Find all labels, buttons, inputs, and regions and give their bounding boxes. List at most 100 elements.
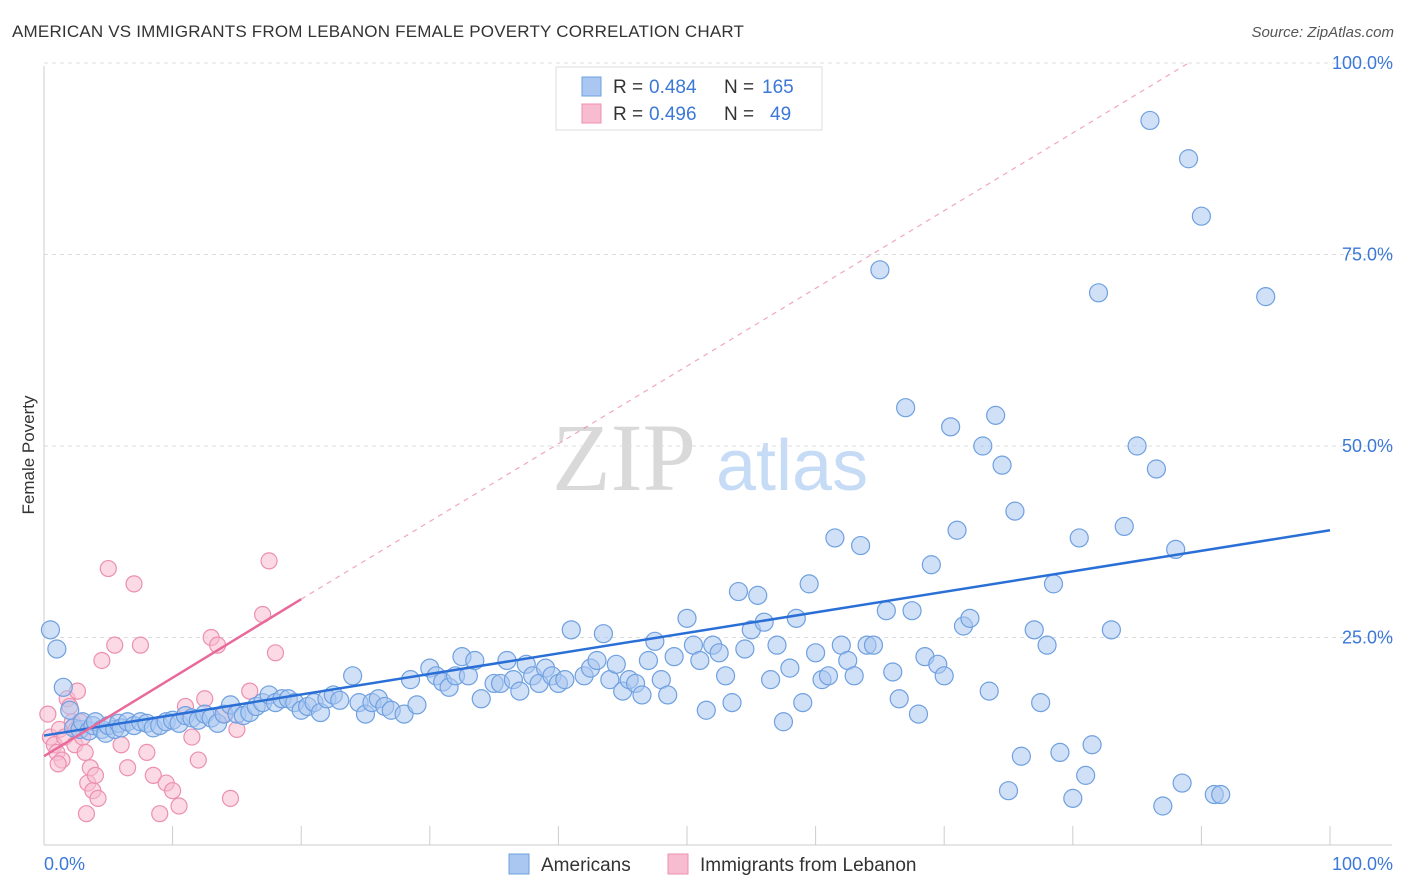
grid xyxy=(44,62,1392,638)
americans-point-80 xyxy=(555,670,575,690)
americans-point-0 xyxy=(40,620,61,640)
lebanon-point-26 xyxy=(131,636,150,654)
lebanon-point-40 xyxy=(221,789,240,807)
americans-point-146 xyxy=(998,781,1019,801)
legend-n-value-1: 165 xyxy=(762,77,794,98)
americans-point-73 xyxy=(510,681,530,701)
americans-point-68 xyxy=(471,689,491,709)
lebanon-point-34 xyxy=(183,728,201,746)
americans-point-110 xyxy=(760,670,781,690)
x-tick-label-1: 100.0% xyxy=(1332,854,1393,874)
watermark-atlas: atlas xyxy=(716,426,868,506)
americans-trendline xyxy=(43,529,1331,737)
americans-point-96 xyxy=(664,647,684,667)
legend-r-value-2: 0.496 xyxy=(649,104,697,125)
bottom-legend-americans: Americans xyxy=(541,855,631,876)
americans-point-103 xyxy=(715,666,736,686)
lebanon-point-28 xyxy=(144,766,162,784)
americans-point-152 xyxy=(1043,574,1064,594)
americans-point-151 xyxy=(1037,635,1057,655)
americans-point-114 xyxy=(786,608,806,628)
americans-point-117 xyxy=(805,643,826,663)
americans-point-2 xyxy=(53,677,73,697)
americans-point-50 xyxy=(343,666,363,686)
stats-legend: R = 0.484 N = 165 R = 0.496 N = 49 xyxy=(555,66,823,131)
americans-point-128 xyxy=(876,601,896,621)
legend-r-label-1: R = xyxy=(613,77,643,98)
americans-point-139 xyxy=(947,520,967,540)
lebanon-point-0 xyxy=(39,705,57,723)
trendlines xyxy=(43,62,1331,758)
americans-point-166 xyxy=(1172,773,1192,793)
americans-point-127 xyxy=(870,260,890,280)
legend-n-label-2: N = xyxy=(724,104,754,125)
bottom-legend-swatch-lebanon xyxy=(667,853,689,875)
legend-r-label-2: R = xyxy=(613,104,643,125)
americans-point-95 xyxy=(658,685,678,705)
americans-point-102 xyxy=(709,643,729,663)
americans-point-154 xyxy=(1063,788,1083,808)
lebanon-point-35 xyxy=(189,751,207,769)
americans-point-143 xyxy=(979,681,999,701)
lebanon-point-46 xyxy=(77,805,96,823)
americans-point-59 xyxy=(407,695,427,715)
americans-point-160 xyxy=(1114,516,1134,537)
americans-point-167 xyxy=(1178,149,1199,169)
y-tick-label-2: 75.0% xyxy=(1342,245,1393,265)
lebanon-point-48 xyxy=(49,755,67,773)
lebanon-point-42 xyxy=(241,682,259,700)
axes xyxy=(43,66,1392,846)
americans-point-156 xyxy=(1076,765,1096,785)
americans-point-149 xyxy=(1024,620,1044,640)
americans-point-158 xyxy=(1088,283,1109,303)
legend-n-label-1: N = xyxy=(724,77,754,98)
legend-n-value-2: 49 xyxy=(770,104,791,125)
americans-point-168 xyxy=(1191,206,1212,226)
chart-title: AMERICAN VS IMMIGRANTS FROM LEBANON FEMA… xyxy=(12,22,745,41)
americans-point-58 xyxy=(400,670,421,690)
lebanon-trendline xyxy=(43,598,302,758)
legend-swatch-americans xyxy=(581,76,602,97)
lebanon-point-21 xyxy=(99,559,117,578)
americans-point-164 xyxy=(1153,796,1173,816)
americans-point-97 xyxy=(677,608,697,628)
americans-point-162 xyxy=(1140,110,1160,131)
bottom-legend-lebanon: Immigrants from Lebanon xyxy=(700,855,917,876)
americans-point-99 xyxy=(690,650,710,671)
legend-swatch-lebanon xyxy=(581,103,602,124)
americans-point-111 xyxy=(767,635,787,655)
americans-point-92 xyxy=(638,650,659,671)
americans-point-142 xyxy=(973,436,993,456)
americans-point-87 xyxy=(606,654,626,674)
americans-point-138 xyxy=(941,417,961,437)
americans-point-133 xyxy=(908,704,929,724)
americans-point-120 xyxy=(825,528,845,548)
americans-point-123 xyxy=(844,666,864,686)
americans-point-131 xyxy=(896,398,916,418)
americans-point-115 xyxy=(793,693,813,713)
lebanon-point-31 xyxy=(164,782,182,800)
americans-point-170 xyxy=(1211,784,1231,805)
lebanon-point-24 xyxy=(118,759,137,777)
americans-point-147 xyxy=(1005,501,1025,521)
legend-r-value-1: 0.484 xyxy=(649,77,697,98)
lebanon-point-23 xyxy=(112,736,130,754)
americans-point-116 xyxy=(799,574,819,594)
americans-point-135 xyxy=(921,555,941,575)
lebanon-point-44 xyxy=(260,552,278,570)
lebanon-point-22 xyxy=(106,636,124,654)
americans-point-155 xyxy=(1069,528,1089,548)
lebanon-point-19 xyxy=(89,789,107,807)
source-label: Source: ZipAtlas.com xyxy=(1251,24,1394,41)
watermark-zip: ZIP xyxy=(552,404,696,511)
americans-point-145 xyxy=(992,455,1012,475)
y-tick-label-1: 50.0% xyxy=(1342,436,1393,456)
americans-point-93 xyxy=(645,631,665,651)
lebanon-point-14 xyxy=(76,743,94,762)
americans-point-104 xyxy=(722,693,742,713)
bottom-legend-swatch-americans xyxy=(508,853,530,875)
americans-point-144 xyxy=(986,405,1006,425)
americans-point-84 xyxy=(587,650,607,671)
americans-point-130 xyxy=(889,689,909,709)
